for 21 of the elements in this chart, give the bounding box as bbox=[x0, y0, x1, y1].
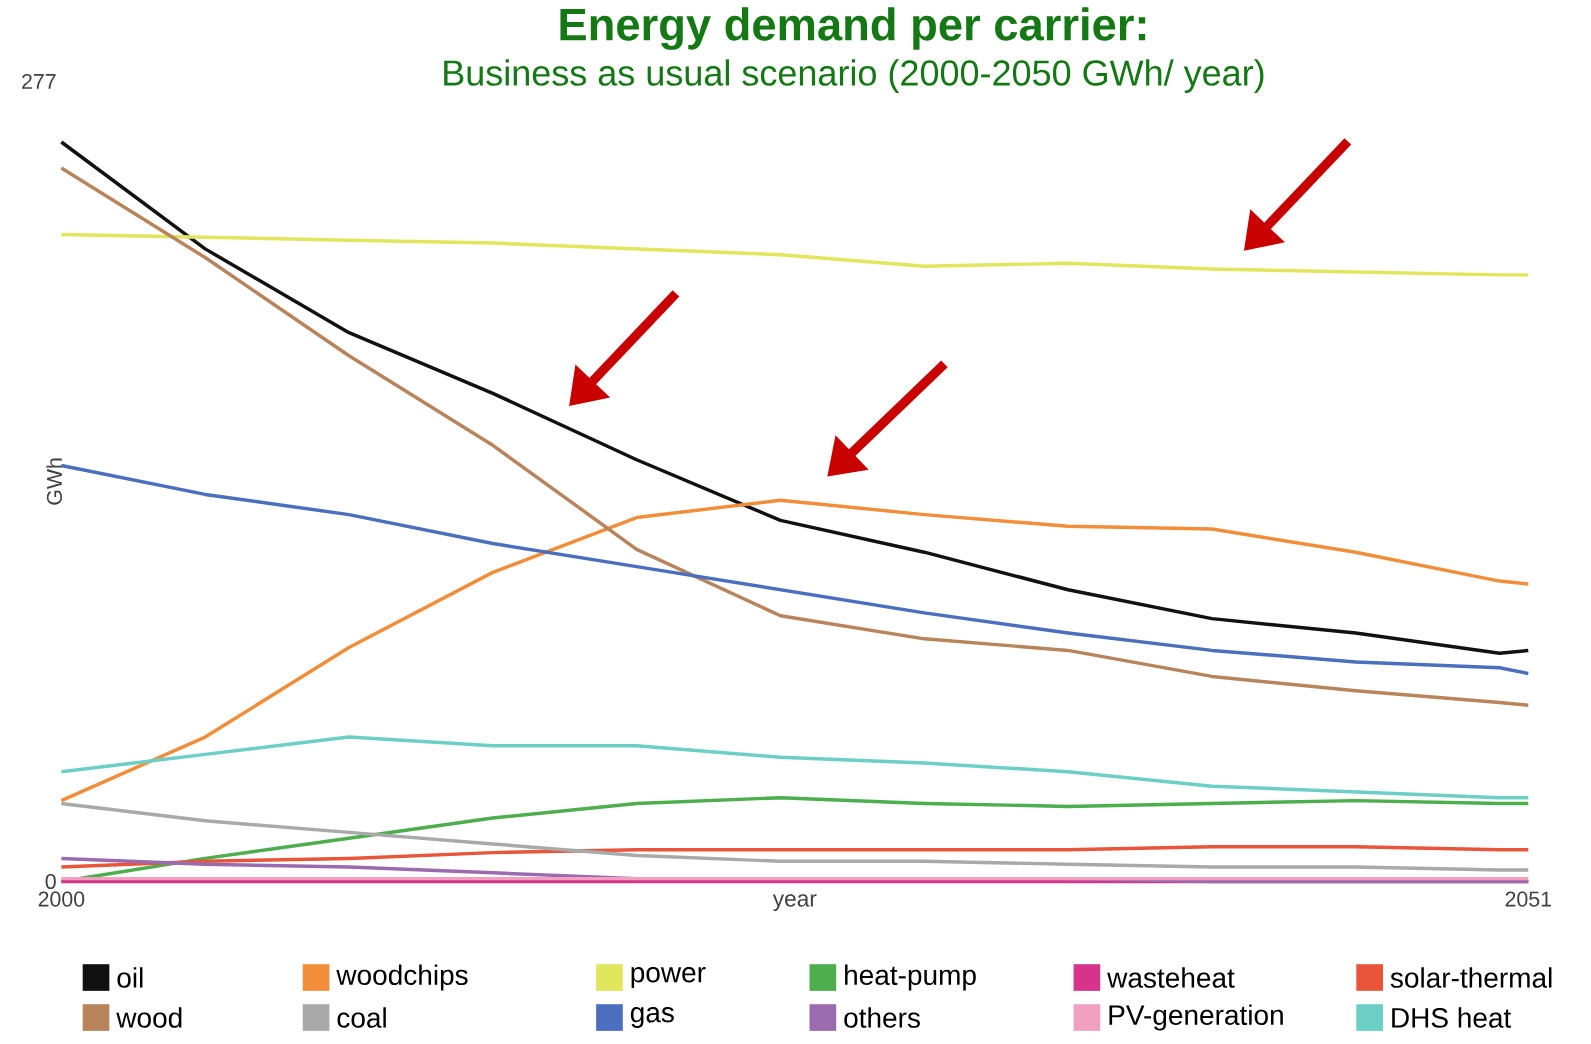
y-tick-label: 277 bbox=[22, 73, 56, 89]
legend-label: solar-thermal bbox=[1390, 967, 1552, 988]
legend-label: heat-pump bbox=[845, 964, 976, 991]
y-tick-label: 0 bbox=[45, 873, 56, 889]
legend-label: oil bbox=[117, 967, 143, 988]
x-tick-label: 2000 bbox=[38, 891, 85, 907]
x-tick-label: 2051 bbox=[1505, 891, 1551, 907]
chart-subtitle: Business as usual scenario (2000-2050 GWh/ year) bbox=[444, 59, 1264, 93]
legend-label: PV-generation bbox=[1109, 1004, 1283, 1031]
legend-label: gas bbox=[630, 1007, 674, 1028]
legend-label: woodchips bbox=[336, 964, 468, 991]
legend-label: wood bbox=[116, 1007, 182, 1028]
legend-label: wasteheat bbox=[1107, 967, 1235, 988]
chart-title: Energy demand per carrier: bbox=[560, 7, 1146, 50]
legend-label: coal bbox=[337, 1007, 386, 1028]
legend-label: DHS heat bbox=[1392, 1007, 1512, 1028]
line-series bbox=[59, 801, 1531, 872]
x-axis-title: year bbox=[772, 894, 817, 912]
legend-label: power bbox=[631, 967, 706, 988]
legend-label: others bbox=[844, 1007, 920, 1028]
y-axis-title: GWh bbox=[46, 458, 62, 505]
